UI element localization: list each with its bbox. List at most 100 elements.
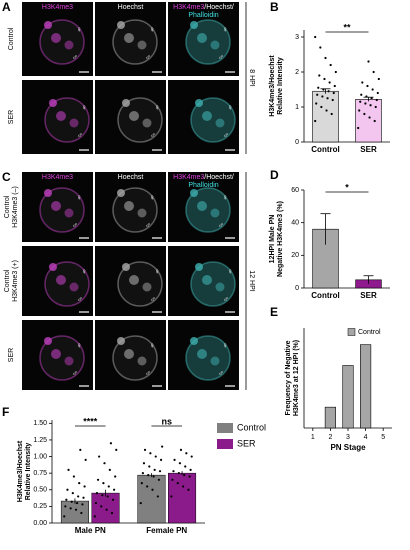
x-tick-label: 4: [364, 434, 368, 441]
polar-body: [195, 263, 203, 271]
data-point: [63, 515, 66, 518]
pn-symbol: ♂: [218, 369, 224, 378]
oocyte: [44, 261, 90, 307]
data-point: [79, 448, 82, 452]
data-point: [105, 508, 108, 511]
pn-symbol: ♂: [145, 221, 151, 230]
channel-label: Phalloidin: [188, 12, 218, 19]
bar: [324, 406, 336, 429]
oocyte: [185, 335, 231, 381]
data-point: [173, 458, 176, 461]
legend-swatch: [347, 328, 356, 336]
oocyte: [39, 187, 85, 233]
data-point: [82, 496, 85, 499]
significance: *: [345, 182, 349, 192]
y-tick-label: 2: [295, 69, 299, 76]
pn-symbol: ♀: [222, 193, 228, 202]
data-point: [146, 485, 149, 488]
data-point: [156, 495, 159, 498]
data-point: [364, 102, 367, 105]
oocyte: [190, 97, 236, 143]
data-point: [183, 474, 186, 477]
data-point: [372, 70, 375, 74]
pn-symbol: ♀: [76, 193, 82, 202]
data-point: [367, 60, 370, 63]
data-point: [75, 501, 79, 505]
data-point: [69, 507, 72, 510]
data-point: [366, 84, 369, 88]
data-point: [370, 97, 373, 100]
data-point: [326, 97, 329, 100]
x-tick-label: Control: [311, 145, 339, 154]
polar-body: [190, 21, 198, 29]
pn-symbol: ♂: [72, 53, 78, 62]
pronucleus: [142, 282, 152, 292]
channel-label: H3K4me3/Hoechst/: [173, 174, 234, 181]
significance: ****: [83, 416, 98, 426]
pn-symbol: ♀: [222, 341, 228, 350]
data-point: [334, 70, 337, 74]
data-point: [182, 485, 185, 488]
oocyte: [112, 19, 158, 65]
data-point: [373, 119, 376, 123]
x-tick-label: 1: [311, 434, 315, 441]
row-label: Control: [4, 195, 11, 218]
data-point: [179, 448, 183, 452]
channel-label: H3K4me3: [42, 174, 73, 181]
data-point: [142, 462, 146, 465]
x-tick-label: Control: [311, 291, 339, 300]
pronucleus: [64, 40, 74, 50]
data-point: [65, 498, 68, 501]
polar-body: [49, 99, 57, 107]
y-tick-label: 0: [295, 139, 299, 146]
panel-label: E: [270, 305, 278, 319]
polar-body: [122, 263, 130, 271]
channel-label: Hoechst: [118, 4, 144, 11]
polar-body: [117, 21, 125, 29]
data-point: [78, 482, 81, 485]
data-point: [315, 102, 318, 105]
data-point: [171, 478, 174, 481]
data-point: [324, 56, 327, 60]
channel-part: /Hoechst/: [204, 174, 234, 181]
pronucleus: [51, 33, 61, 43]
pn-symbol: ♀: [227, 267, 233, 276]
data-point: [188, 475, 191, 478]
data-point: [178, 462, 182, 465]
data-point: [190, 455, 193, 458]
panel-label: F: [2, 405, 9, 419]
pn-symbol: ♂: [218, 221, 224, 230]
panel-label: D: [270, 168, 279, 182]
data-point: [368, 116, 371, 119]
pronucleus: [124, 201, 134, 211]
bar: [312, 90, 339, 143]
oocyte: [185, 187, 231, 233]
data-point: [358, 109, 361, 112]
pronucleus: [215, 118, 225, 128]
polar-body: [190, 337, 198, 345]
data-point: [357, 126, 360, 130]
data-point: [333, 84, 336, 88]
pronucleus: [202, 111, 212, 121]
oocyte: [112, 187, 158, 233]
data-point: [143, 448, 147, 452]
pn-symbol: ♀: [76, 341, 82, 350]
pronucleus: [197, 33, 207, 43]
pronucleus: [69, 118, 79, 128]
data-point: [153, 468, 156, 471]
pronucleus: [124, 33, 134, 43]
data-point: [187, 488, 190, 491]
data-point: [328, 81, 331, 84]
pn-symbol: ♂: [223, 295, 229, 304]
polar-body: [117, 189, 125, 197]
pn-symbol: ♀: [222, 25, 228, 34]
bar: [60, 500, 89, 524]
data-point: [102, 482, 105, 485]
data-point: [319, 46, 322, 49]
data-point: [321, 95, 324, 98]
legend-swatch: [217, 423, 233, 433]
data-point: [331, 98, 334, 102]
data-point: [329, 63, 332, 67]
x-tick-label: Female PN: [146, 526, 187, 535]
y-axis-label: Negative H3K4me3 (%): [277, 201, 284, 277]
